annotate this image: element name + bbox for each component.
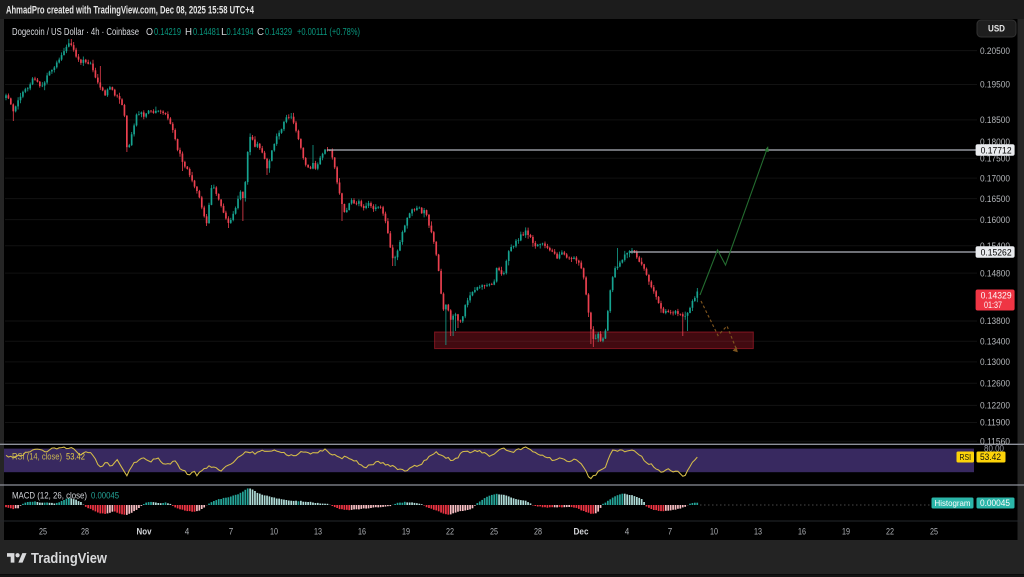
svg-text:25: 25 [490, 527, 498, 538]
svg-text:L: L [221, 27, 227, 38]
svg-text:0.14194: 0.14194 [227, 27, 254, 38]
svg-text:0.00045: 0.00045 [980, 498, 1010, 508]
svg-text:AhmadPro created with TradingV: AhmadPro created with TradingView.com, D… [6, 5, 255, 17]
svg-text:TradingView: TradingView [31, 551, 108, 567]
svg-text:Dec: Dec [574, 527, 589, 538]
svg-text:RSI (14, close): RSI (14, close) [12, 452, 62, 463]
svg-text:0.16000: 0.16000 [980, 215, 1010, 226]
svg-text:53.42: 53.42 [980, 452, 1001, 462]
svg-text:4: 4 [625, 527, 630, 538]
svg-text:0.19500: 0.19500 [980, 80, 1010, 91]
svg-text:25: 25 [930, 527, 938, 538]
svg-text:0.11900: 0.11900 [980, 418, 1010, 429]
svg-text:0.14800: 0.14800 [980, 268, 1010, 279]
svg-text:22: 22 [886, 527, 894, 538]
svg-text:+0.00111 (+0.78%): +0.00111 (+0.78%) [297, 27, 360, 38]
svg-text:53.42: 53.42 [66, 452, 85, 463]
svg-text:0.18000: 0.18000 [980, 137, 1010, 148]
svg-text:7: 7 [668, 527, 673, 538]
svg-text:0.13400: 0.13400 [980, 336, 1010, 347]
svg-text:13: 13 [314, 527, 322, 538]
svg-text:0.14219: 0.14219 [154, 27, 181, 38]
svg-text:19: 19 [842, 527, 850, 538]
svg-text:16: 16 [358, 527, 366, 538]
svg-text:0.13800: 0.13800 [980, 316, 1010, 327]
svg-text:0.17712: 0.17712 [981, 145, 1012, 156]
svg-text:16: 16 [798, 527, 806, 538]
svg-text:01:37: 01:37 [984, 300, 1002, 310]
svg-text:0.13000: 0.13000 [980, 357, 1010, 368]
svg-text:28: 28 [81, 527, 89, 538]
svg-text:C: C [257, 27, 264, 38]
svg-text:0.17000: 0.17000 [980, 173, 1010, 184]
svg-text:0.20500: 0.20500 [980, 46, 1010, 57]
svg-text:0.14329: 0.14329 [265, 27, 292, 38]
svg-text:22: 22 [446, 527, 454, 538]
svg-text:0.12600: 0.12600 [980, 379, 1010, 390]
svg-text:USD: USD [988, 24, 1005, 35]
svg-text:7: 7 [229, 527, 234, 538]
svg-text:80.00: 80.00 [984, 444, 1004, 454]
svg-text:10: 10 [270, 527, 278, 538]
svg-text:Dogecoin / US Dollar · 4h · Co: Dogecoin / US Dollar · 4h · Coinbase [12, 27, 139, 38]
svg-text:0.14481: 0.14481 [193, 27, 220, 38]
svg-text:0.18500: 0.18500 [980, 115, 1010, 126]
svg-text:0.15262: 0.15262 [981, 247, 1012, 258]
svg-text:4: 4 [185, 527, 190, 538]
svg-text:28: 28 [534, 527, 542, 538]
svg-text:0.14329: 0.14329 [981, 291, 1012, 302]
svg-text:19: 19 [402, 527, 410, 538]
svg-text:0.11560: 0.11560 [980, 437, 1010, 448]
svg-text:0.12200: 0.12200 [980, 401, 1010, 412]
svg-text:0.16500: 0.16500 [980, 194, 1010, 205]
svg-text:0.17500: 0.17500 [980, 154, 1010, 165]
svg-text:10: 10 [710, 527, 718, 538]
svg-text:Histogram: Histogram [935, 498, 971, 508]
svg-text:25: 25 [39, 527, 47, 538]
svg-text:O: O [146, 27, 153, 38]
svg-text:0.00045: 0.00045 [91, 491, 119, 502]
svg-text:H: H [185, 27, 192, 38]
svg-text:MACD (12, 26, close): MACD (12, 26, close) [12, 491, 87, 502]
svg-text:13: 13 [754, 527, 762, 538]
svg-text:Nov: Nov [137, 527, 153, 538]
svg-text:RSI: RSI [960, 452, 972, 462]
